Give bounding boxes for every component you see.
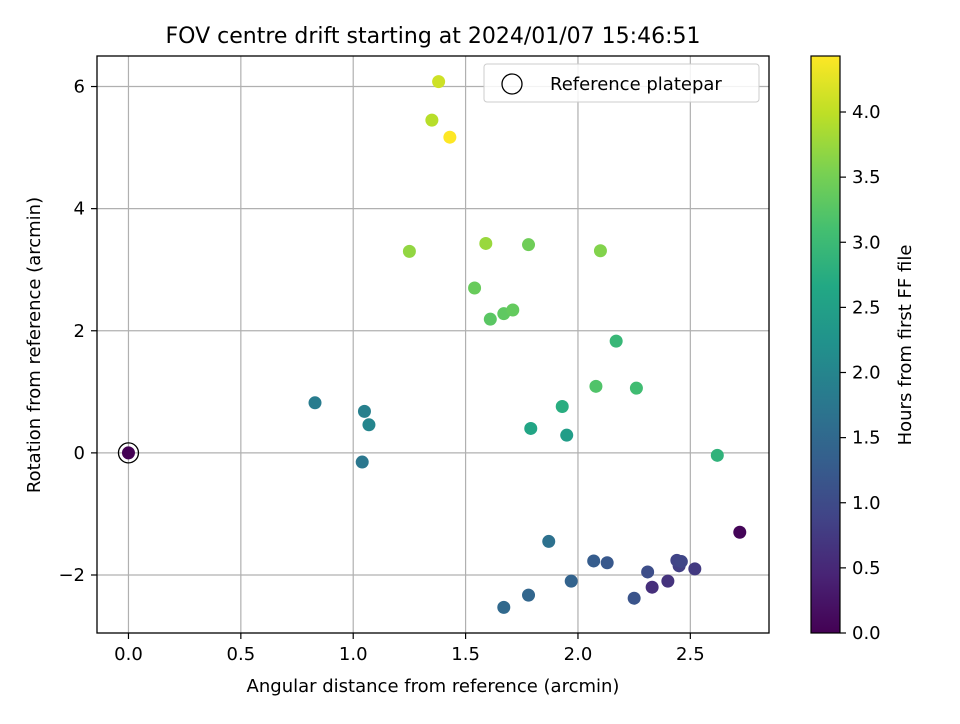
colorbar-tick-label: 2.0	[852, 363, 881, 384]
data-point	[600, 556, 614, 570]
colorbar-label: Hours from first FF file	[895, 245, 916, 446]
colorbar-tick-label: 1.0	[852, 493, 881, 514]
data-point	[121, 446, 135, 460]
colorbar-ticks: 0.0 0.5 1.0 1.5 2.0 2.5 3.0 3.5 4.0	[840, 102, 881, 644]
data-point	[443, 130, 457, 144]
data-point	[425, 113, 439, 127]
grid-lines	[97, 56, 769, 633]
x-tick-label: 2.0	[564, 644, 593, 665]
data-point	[641, 565, 655, 579]
colorbar-tick-label: 0.0	[852, 623, 881, 644]
data-point	[506, 303, 520, 317]
y-tick-label: 4	[74, 199, 85, 220]
colorbar-tick-label: 2.5	[852, 297, 881, 318]
data-point	[542, 534, 556, 548]
x-tick-label: 0.0	[114, 644, 143, 665]
data-point	[522, 238, 536, 252]
data-point	[587, 554, 601, 568]
plot-area-frame	[96, 55, 770, 634]
data-point	[589, 379, 603, 393]
colorbar-tick-label: 1.5	[852, 428, 881, 449]
chart-title: FOV centre drift starting at 2024/01/07 …	[166, 24, 701, 49]
data-point	[362, 418, 376, 432]
data-point	[357, 404, 371, 418]
data-point	[645, 580, 659, 594]
y-tick-label: 2	[74, 321, 85, 342]
data-point	[524, 421, 538, 435]
x-axis-ticks: 0.0 0.5 1.0 1.5 2.0 2.5	[114, 633, 705, 665]
colorbar-tick-label: 3.0	[852, 232, 881, 253]
data-point	[522, 588, 536, 602]
data-point	[629, 381, 643, 395]
data-point	[593, 244, 607, 258]
legend-box	[483, 63, 760, 103]
data-point	[555, 399, 569, 413]
colorbar-tick-label: 4.0	[852, 102, 881, 123]
colorbar: 0.0 0.5 1.0 1.5 2.0 2.5 3.0 3.5 4.0 Hours from f…	[810, 55, 916, 644]
data-point	[432, 75, 446, 89]
legend-label-reference: Reference platepar	[550, 74, 722, 95]
reference-platepar-marker	[117, 442, 140, 464]
legend: Reference platepar	[483, 63, 760, 103]
data-point	[483, 312, 497, 326]
colorbar-gradient	[811, 56, 840, 633]
data-point	[308, 396, 322, 410]
data-point	[468, 281, 482, 295]
x-tick-label: 0.5	[227, 644, 256, 665]
data-point	[627, 591, 641, 605]
x-tick-label: 1.0	[339, 644, 368, 665]
data-point	[609, 334, 623, 348]
data-point	[688, 562, 702, 576]
data-point	[355, 455, 369, 469]
data-point	[560, 428, 574, 442]
data-point	[710, 448, 724, 462]
legend-marker-reference	[501, 73, 523, 95]
colorbar-tick-label: 0.5	[852, 558, 881, 579]
data-point	[674, 555, 688, 569]
y-tick-label: 0	[74, 443, 85, 464]
y-tick-label: 6	[74, 77, 85, 98]
data-point	[661, 574, 675, 588]
data-point	[402, 244, 416, 258]
x-tick-label: 2.5	[676, 644, 705, 665]
data-point	[733, 525, 747, 539]
y-axis-ticks: −2 0 2 4 6	[58, 77, 97, 586]
y-tick-label: −2	[58, 565, 85, 586]
x-tick-label: 1.5	[451, 644, 480, 665]
data-point	[564, 574, 578, 588]
data-points	[117, 75, 747, 614]
x-axis-label: Angular distance from reference (arcmin)	[247, 676, 620, 697]
data-point	[479, 236, 493, 250]
colorbar-tick-label: 3.5	[852, 167, 881, 188]
y-axis-label: Rotation from reference (arcmin)	[24, 197, 45, 493]
data-point	[497, 600, 511, 614]
colorbar-frame	[810, 55, 841, 634]
